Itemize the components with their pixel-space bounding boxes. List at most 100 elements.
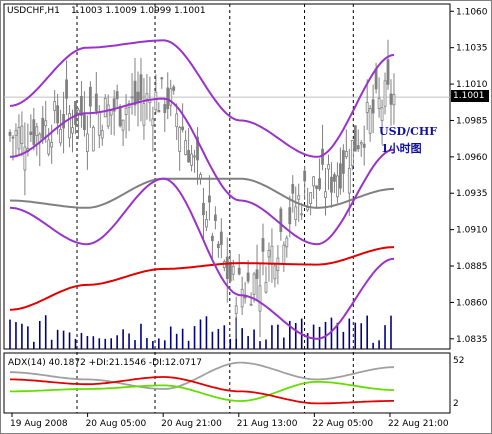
candle-body [100,130,104,139]
candle-body [312,176,316,187]
candle [383,72,387,115]
time-tick-label: 22 Aug 21:00 [388,419,449,429]
candle [219,218,223,259]
candle-body [261,238,265,252]
candle [88,81,92,128]
candle-body [234,305,238,314]
candle-body [56,105,60,124]
indicator-plot-area[interactable] [3,352,451,414]
candle-body [309,192,313,204]
candle [157,102,161,113]
candle [115,84,119,109]
candle [85,115,89,170]
candle [377,77,381,118]
candle [41,105,45,145]
candle-body [211,235,214,241]
candle-body [47,139,51,155]
candle-body [216,243,220,249]
candle [133,57,137,116]
candle-body [115,91,119,100]
candle-body [145,93,149,100]
time-tick-label: 19 Aug 2008 [10,419,68,429]
candle [47,128,51,157]
candle [359,140,363,157]
candle-body [294,206,298,220]
candle [368,105,372,142]
candle-body [175,113,179,128]
candle [160,76,164,89]
candle [389,79,393,126]
candle [59,109,63,147]
candle [249,292,253,306]
candle-body [258,285,262,312]
candle [371,84,375,134]
candle-body [172,86,176,91]
candle [65,60,68,116]
candle-body [336,175,339,198]
candle-body [341,150,345,174]
candle [139,58,143,122]
bollinger-middle-line [9,97,395,246]
candle [187,128,190,163]
indicator-scale-high: 52 [453,356,465,366]
candle [362,125,366,166]
candle-body [163,104,167,113]
candle [94,71,98,115]
candle [145,74,149,120]
candle [258,263,262,338]
candle [175,103,179,140]
candle-body [151,118,155,127]
candle [23,122,27,196]
minus-di-line [10,376,394,405]
candle-body [285,237,289,248]
red-moving-average-line [9,246,395,311]
candle [213,206,217,230]
candle-body [136,91,140,103]
candle [154,74,158,115]
candle-body [273,265,277,280]
candle-body [267,249,271,258]
candle [32,107,36,151]
candle-body [365,102,369,113]
candle [44,100,48,143]
time-tick-label: 21 Aug 13:00 [237,419,298,429]
candle-body [386,59,390,85]
candle [285,235,289,258]
candle [356,129,360,152]
candle [208,175,211,221]
candle-body [53,101,57,111]
annotation-subtitle: 1小时图 [381,142,422,155]
candle [68,105,71,148]
candle-body [270,245,274,265]
candle-body [133,80,137,106]
candle-body [252,273,256,295]
candle-body [383,80,387,107]
candle-body [389,93,393,105]
candle-body [202,202,205,216]
candle-body [88,86,92,107]
ohlc-values: 1.1003 1.1009 1.0999 1.1001 [71,6,206,16]
candle [178,125,182,171]
candle-body [347,167,351,194]
candle-body [44,120,48,127]
candle [347,148,351,216]
candle [169,79,173,117]
candle-body [190,153,193,166]
candle-body [187,149,190,163]
candle-body [392,94,396,106]
candle [216,240,220,258]
candle-body [193,155,196,158]
candle-body [181,126,185,131]
candle-body [282,244,286,264]
candle-body [23,146,27,171]
candle-body [196,136,199,161]
candle [273,262,277,288]
candle [142,78,146,140]
candle-body [109,110,113,116]
candle-body [288,207,292,225]
candle-body [103,97,107,118]
candle [35,122,39,156]
candle-body [350,140,354,166]
